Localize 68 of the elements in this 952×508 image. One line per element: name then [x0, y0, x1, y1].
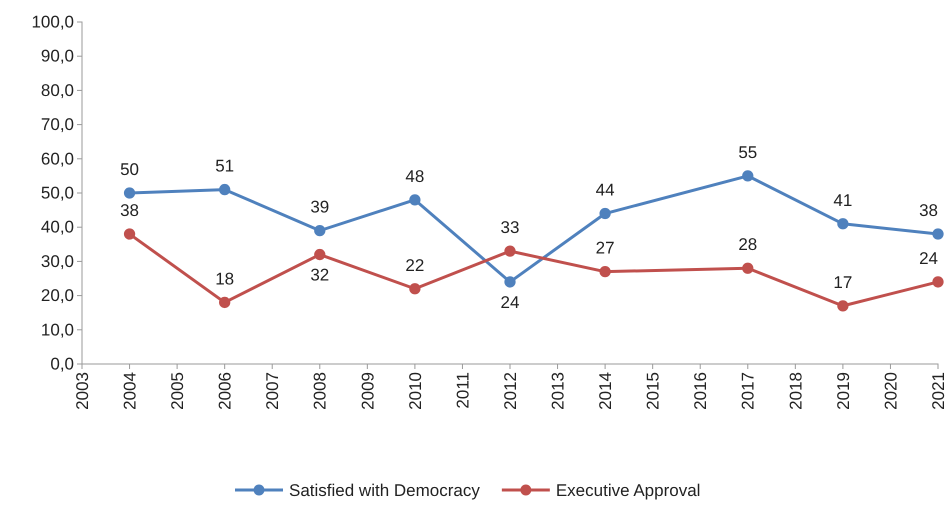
x-tick-label: 2011: [453, 372, 472, 409]
point: [504, 276, 516, 288]
y-tick-label: 70,0: [40, 115, 74, 134]
y-tick-label: 20,0: [40, 286, 74, 306]
data-label: 33: [500, 218, 520, 238]
point: [409, 194, 421, 206]
point: [837, 218, 849, 230]
y-tick-label: 30,0: [40, 252, 74, 271]
point: [742, 262, 754, 274]
x-tick-label: 2004: [120, 372, 140, 410]
x-tick-label: 2009: [358, 372, 378, 410]
x-tick-label: 2006: [216, 372, 235, 410]
x-tick-label: 2013: [548, 372, 568, 410]
data-label: 38: [919, 201, 938, 220]
x-tick-label: 2005: [168, 372, 188, 410]
data-label: 51: [215, 156, 234, 176]
x-tick-label: 2008: [310, 372, 330, 410]
point: [124, 228, 136, 240]
point: [504, 246, 516, 257]
point: [599, 208, 611, 220]
point: [219, 296, 230, 308]
point: [124, 187, 136, 199]
data-label: 55: [738, 142, 758, 162]
point: [219, 184, 230, 196]
point: [599, 266, 611, 278]
data-label: 17: [833, 272, 852, 292]
y-tick-label: 0,0: [50, 354, 74, 374]
x-tick-label: 2003: [72, 372, 92, 410]
y-tick-label: 40,0: [40, 218, 74, 237]
point: [742, 170, 754, 182]
data-label: 38: [120, 201, 140, 220]
y-tick-label: 100,0: [31, 12, 74, 32]
data-label: 28: [738, 235, 758, 254]
x-tick-label: 2019: [834, 372, 853, 410]
y-tick-label: 90,0: [40, 46, 74, 66]
x-tick-label: 2021: [928, 372, 948, 410]
data-label: 24: [500, 292, 520, 312]
legend-label: Satisfied with Democracy: [289, 481, 480, 500]
data-label: 18: [215, 269, 234, 288]
point: [314, 248, 326, 260]
data-label: 24: [919, 248, 938, 268]
data-label: 32: [310, 266, 330, 285]
x-tick-label: 2010: [406, 372, 425, 410]
x-tick-label: 2020: [881, 372, 900, 410]
data-label: 22: [405, 256, 424, 275]
data-label: 39: [310, 198, 330, 217]
y-tick-label: 60,0: [40, 149, 74, 168]
y-tick-label: 10,0: [40, 320, 74, 340]
data-label: 48: [405, 166, 424, 186]
point: [932, 276, 944, 288]
x-tick-label: 2007: [263, 372, 282, 410]
legend-label: Executive Approval: [556, 481, 700, 500]
x-tick-label: 2018: [786, 372, 806, 410]
x-tick-label: 2014: [596, 372, 616, 410]
point: [837, 300, 849, 312]
y-tick-label: 80,0: [40, 80, 74, 100]
point: [409, 283, 421, 294]
x-tick-label: 2015: [644, 372, 663, 410]
data-label: 44: [596, 180, 615, 200]
y-tick-label: 50,0: [40, 183, 74, 202]
point: [314, 224, 326, 236]
x-tick-label: 2016: [691, 372, 710, 410]
data-label: 41: [833, 190, 852, 210]
data-label: 27: [596, 238, 615, 258]
point: [932, 228, 944, 240]
x-tick-label: 2017: [738, 372, 758, 410]
data-label: 50: [120, 160, 140, 179]
x-tick-label: 2012: [500, 372, 520, 410]
